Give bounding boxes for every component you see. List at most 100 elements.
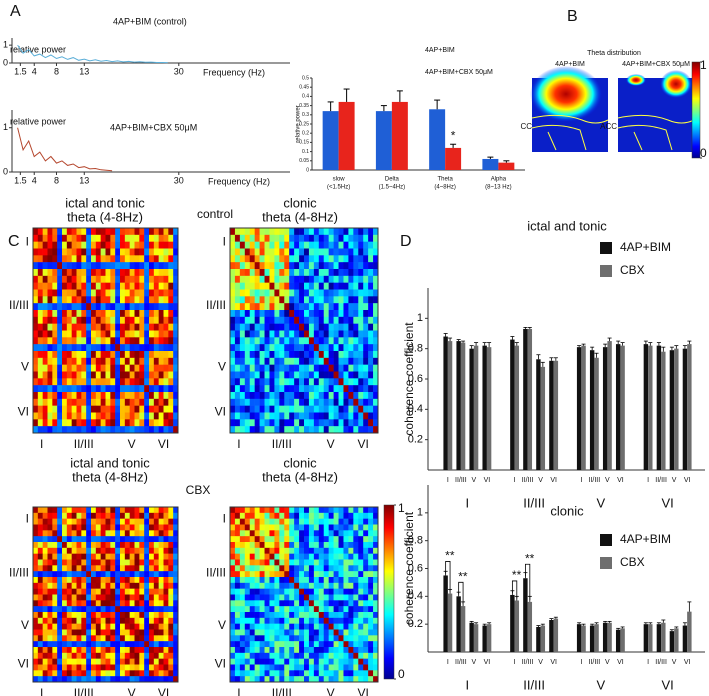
matrix-cell <box>353 357 359 365</box>
matrix-cell <box>328 241 334 249</box>
matrix-cell <box>348 330 354 338</box>
matrix-cell <box>254 248 260 256</box>
matrix-cell <box>149 310 155 318</box>
matrix-cell <box>313 617 320 624</box>
matrix-cell <box>304 398 310 406</box>
matrix-cell <box>71 262 77 270</box>
matrix-cell <box>358 512 364 519</box>
y-axis-label: coherence coefficient <box>402 511 416 625</box>
matrix-cell <box>57 405 63 413</box>
matrix-cell <box>76 588 82 595</box>
matrix-cell <box>37 255 43 263</box>
matrix-cell <box>348 392 354 400</box>
matrix-cell <box>57 507 63 514</box>
matrix-cell <box>95 357 101 365</box>
matrix-cell <box>33 612 39 619</box>
matrix-cell <box>105 419 111 427</box>
matrix-cell <box>115 412 121 420</box>
matrix-cell <box>348 652 354 659</box>
bar <box>687 344 692 470</box>
matrix-cell <box>274 228 280 236</box>
matrix-cell <box>173 652 179 659</box>
matrix-cell <box>318 565 325 572</box>
matrix-cell <box>269 412 275 420</box>
matrix-cell <box>328 296 334 304</box>
matrix-cell <box>279 262 285 270</box>
matrix-cell <box>115 512 121 519</box>
matrix-cell <box>279 228 285 236</box>
matrix-cell <box>289 241 295 249</box>
matrix-cell <box>120 303 126 311</box>
matrix-cell <box>274 426 280 434</box>
matrix-cell <box>42 559 48 566</box>
matrix-cell <box>47 405 53 413</box>
matrix-cell <box>76 282 82 290</box>
matrix-cell <box>373 635 379 642</box>
matrix-cell <box>373 670 379 677</box>
matrix-cell <box>168 547 174 554</box>
matrix-cell <box>289 542 295 549</box>
matrix-cell <box>33 364 39 372</box>
matrix-cell <box>313 652 320 659</box>
matrix-cell <box>86 547 92 554</box>
matrix-cell <box>173 612 179 619</box>
matrix-cell <box>308 652 315 659</box>
matrix-cell <box>91 652 97 659</box>
matrix-cell <box>304 588 310 595</box>
matrix-cell <box>254 588 260 595</box>
matrix-cell <box>66 553 72 560</box>
matrix-cell <box>91 228 97 236</box>
matrix-cell <box>274 512 280 519</box>
x-tick-label: II/III <box>455 477 467 484</box>
matrix-cell <box>279 275 285 283</box>
matrix-cell <box>284 571 290 578</box>
matrix-cell <box>254 357 260 365</box>
matrix-cell <box>313 524 320 531</box>
matrix-cell <box>124 617 130 624</box>
matrix-cell <box>279 594 285 601</box>
matrix-cell <box>244 577 251 584</box>
matrix-cell <box>313 248 320 256</box>
matrix-cell <box>37 426 43 434</box>
matrix-cell <box>153 670 159 677</box>
matrix-cell <box>373 337 379 345</box>
matrix-cell <box>353 351 359 359</box>
matrix-cell <box>239 664 246 671</box>
matrix-cell <box>134 392 140 400</box>
matrix-cell <box>274 571 280 578</box>
matrix-cell <box>353 641 359 648</box>
matrix-cell <box>153 234 159 242</box>
matrix-cell <box>37 623 43 630</box>
matrix-cell <box>153 512 159 519</box>
matrix-cell <box>100 507 106 514</box>
matrix-cell <box>363 371 369 379</box>
matrix-cell <box>353 385 359 393</box>
y-tick-label: 0.4 <box>302 94 309 100</box>
matrix-cell <box>173 658 179 665</box>
matrix-cell <box>33 594 39 601</box>
matrix-cell <box>110 378 116 386</box>
y-axis-label: relative power <box>296 105 302 142</box>
matrix-cell <box>343 419 349 427</box>
bar <box>523 578 528 652</box>
matrix-cell <box>66 623 72 630</box>
matrix-cell <box>42 378 48 386</box>
matrix-cell <box>279 241 285 249</box>
matrix-cell <box>124 658 130 665</box>
matrix-cell <box>304 357 310 365</box>
matrix-cell <box>62 296 68 304</box>
matrix-cell <box>62 652 68 659</box>
matrix-cell <box>313 371 320 379</box>
matrix-cell <box>279 405 285 413</box>
matrix-cell <box>37 600 43 607</box>
matrix-cell <box>348 351 354 359</box>
matrix-cell <box>338 248 344 256</box>
matrix-cell <box>338 357 344 365</box>
matrix-cell <box>168 371 174 379</box>
matrix-cell <box>57 670 63 677</box>
matrix-cell <box>348 676 354 683</box>
matrix-cell <box>42 371 48 379</box>
matrix-cell <box>66 392 72 400</box>
matrix-cell <box>299 296 305 304</box>
error-bar <box>549 357 554 361</box>
